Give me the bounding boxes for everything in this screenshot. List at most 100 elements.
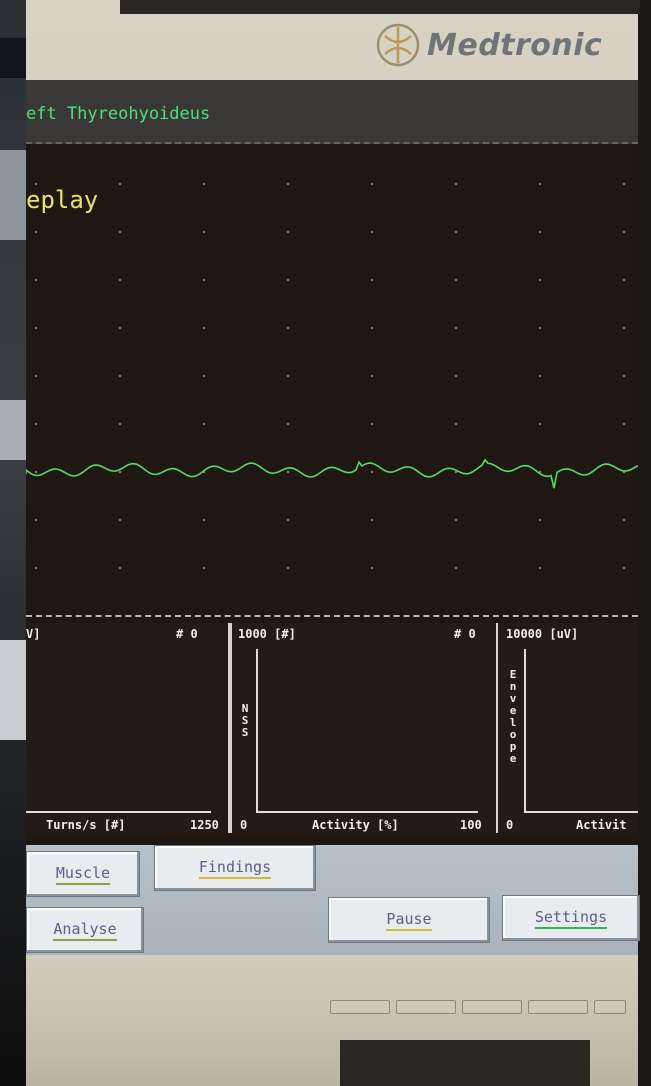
grid-dot <box>118 374 122 378</box>
adjacent-screen-segment <box>0 640 26 740</box>
hardware-button[interactable] <box>528 1000 588 1014</box>
muscle-button[interactable]: Muscle <box>26 851 140 897</box>
grid-dot <box>286 230 290 234</box>
grid-dot <box>34 374 38 378</box>
brand-name: Medtronic <box>427 27 603 63</box>
grid-dot <box>202 230 206 234</box>
grid-dot <box>202 374 206 378</box>
grid-dot <box>622 182 626 186</box>
hardware-button[interactable] <box>594 1000 626 1014</box>
panel-header-left: 1000 [#] <box>238 627 296 641</box>
grid-dot <box>370 470 374 474</box>
grid-dot <box>118 278 122 282</box>
emg-trace-line <box>26 458 638 489</box>
adjacent-screen-segment <box>0 38 26 78</box>
bezel-top-shadow <box>120 0 640 14</box>
grid-dot <box>118 566 122 570</box>
emg-trace-area <box>26 144 638 614</box>
grid-dot <box>202 278 206 282</box>
y-axis <box>256 649 258 813</box>
monitor-stand <box>340 1040 590 1086</box>
grid-dot <box>538 566 542 570</box>
hardware-button[interactable] <box>396 1000 456 1014</box>
grid-dot <box>286 374 290 378</box>
grid-dot <box>454 422 458 426</box>
hardware-button[interactable] <box>462 1000 522 1014</box>
grid-dot <box>454 230 458 234</box>
panel-x-max: 1250 <box>190 818 219 832</box>
grid-dot <box>454 326 458 330</box>
grid-dot <box>34 566 38 570</box>
findings-button-label: Findings <box>198 858 272 879</box>
grid-dot <box>118 518 122 522</box>
grid-dot <box>454 566 458 570</box>
grid-dot <box>622 566 626 570</box>
grid-dot <box>538 230 542 234</box>
grid-dot <box>286 422 290 426</box>
channel-title: eft Thyreohyoideus <box>26 104 211 124</box>
grid-dot <box>34 182 38 186</box>
grid-dot <box>202 422 206 426</box>
panel-x-min: 0 <box>240 818 248 832</box>
grid-dot <box>118 182 122 186</box>
grid-dot <box>34 326 38 330</box>
grid-dot <box>622 230 626 234</box>
adjacent-screen-segment <box>0 150 26 240</box>
grid-dot <box>622 422 626 426</box>
hardware-button[interactable] <box>330 1000 390 1014</box>
grid-dot <box>370 518 374 522</box>
softkey-bar: Muscle Findings Analyse Pause Settings <box>26 845 640 955</box>
panel-x-max: 100 <box>460 818 482 832</box>
muscle-button-label: Muscle <box>55 864 111 885</box>
grid-dot <box>370 566 374 570</box>
grid-dot <box>622 326 626 330</box>
grid-dot <box>454 470 458 474</box>
grid-dot <box>454 182 458 186</box>
turns-graph-panel: V] # 0 Turns/s [#] 1250 <box>26 623 230 833</box>
analyse-button-label: Analyse <box>53 920 117 941</box>
grid-dot <box>118 326 122 330</box>
panel-x-label: Activit <box>576 818 627 832</box>
grid-dot <box>370 374 374 378</box>
panel-header-left: 10000 [uV] <box>506 627 579 641</box>
grid-dot <box>538 182 542 186</box>
grid-dot <box>34 422 38 426</box>
settings-button-label: Settings <box>534 908 608 929</box>
grid-dot <box>370 278 374 282</box>
grid-dot <box>118 470 122 474</box>
grid-dot <box>538 518 542 522</box>
monitor-hardware-buttons <box>330 1000 640 1016</box>
grid-dot <box>370 326 374 330</box>
emg-trace-plot <box>26 182 638 570</box>
grid-dot <box>538 374 542 378</box>
panel-header-left: V] <box>26 627 41 641</box>
grid-dot <box>286 278 290 282</box>
grid-dot <box>538 326 542 330</box>
grid-dot <box>286 518 290 522</box>
adjacent-monitor-edge <box>0 0 26 1086</box>
x-axis <box>256 811 478 813</box>
grid-dot <box>202 326 206 330</box>
grid-dot <box>202 566 206 570</box>
brand-header: Medtronic <box>375 20 602 70</box>
grid-dot <box>454 374 458 378</box>
grid-dot <box>538 422 542 426</box>
settings-button[interactable]: Settings <box>502 895 640 941</box>
grid-dot <box>286 182 290 186</box>
panel-x-label: Activity [%] <box>312 818 399 832</box>
analyse-button[interactable]: Analyse <box>26 907 144 953</box>
panel-x-label: Turns/s [#] <box>46 818 126 832</box>
pause-button[interactable]: Pause <box>328 897 490 943</box>
grid-dot <box>454 278 458 282</box>
y-axis <box>524 649 526 813</box>
grid-dot <box>118 422 122 426</box>
grid-dot <box>622 518 626 522</box>
findings-button[interactable]: Findings <box>154 845 316 891</box>
grid-dot <box>118 230 122 234</box>
grid-dot <box>34 470 38 474</box>
adjacent-screen-segment <box>0 400 26 460</box>
grid-dot <box>622 278 626 282</box>
